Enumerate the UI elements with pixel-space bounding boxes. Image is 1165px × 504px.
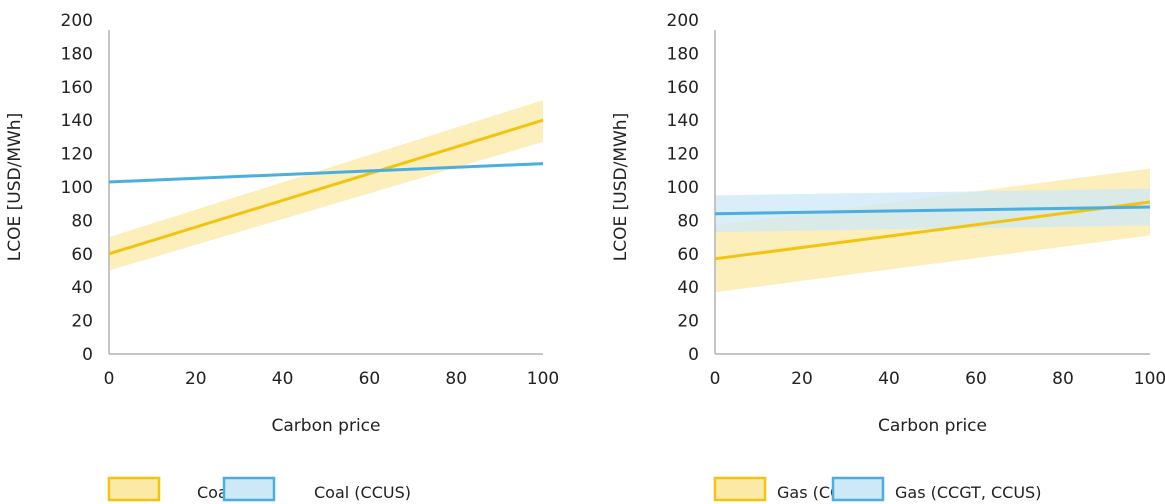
y-axis-title: LCOE [USD/MWh] — [5, 113, 25, 261]
legend-swatch-0 — [107, 476, 161, 502]
y-tick-label: 0 — [688, 345, 699, 365]
y-tick-label: 160 — [667, 78, 699, 98]
x-tick-label: 100 — [1134, 369, 1165, 389]
y-tick-label: 80 — [677, 211, 699, 231]
y-tick-label: 180 — [667, 44, 699, 64]
legend-swatch-1 — [831, 476, 885, 502]
y-tick-label: 180 — [61, 44, 93, 64]
x-tick-label: 40 — [272, 369, 294, 389]
y-tick-label: 80 — [71, 211, 93, 231]
legend-swatch-1 — [222, 476, 276, 502]
y-tick-label: 60 — [71, 245, 93, 265]
x-tick-label: 0 — [104, 369, 115, 389]
legend-label: Coal (CCUS) — [314, 483, 411, 502]
y-tick-label: 100 — [667, 178, 699, 198]
y-tick-label: 160 — [61, 78, 93, 98]
chart-panel-gas: 0 20 40 60 80 100 120 140 160 180 200 0 20 40 60 80 100 C… — [611, 11, 1165, 502]
series-line-1 — [714, 205, 1151, 216]
series-line-0 — [714, 200, 1151, 261]
x-tick-label: 60 — [965, 369, 987, 389]
y-tick-label: 120 — [61, 145, 93, 165]
y-tick-label: 20 — [677, 312, 699, 332]
chart-panel-coal: 0 20 40 60 80 100 120 140 160 180 200 0 20 40 60 80 100 C… — [5, 11, 559, 502]
x-tick-label: 100 — [527, 369, 559, 389]
y-tick-label: 120 — [667, 145, 699, 165]
x-axis-title: Carbon price — [878, 416, 987, 436]
x-tick-label: 40 — [878, 369, 900, 389]
y-tick-label: 20 — [71, 312, 93, 332]
series-line-1 — [108, 162, 544, 184]
y-tick-label: 140 — [667, 111, 699, 131]
y-tick-label: 100 — [61, 178, 93, 198]
x-tick-label: 20 — [791, 369, 813, 389]
y-tick-label: 0 — [82, 345, 93, 365]
y-tick-label: 60 — [677, 245, 699, 265]
x-tick-label: 80 — [1052, 369, 1074, 389]
legend-swatch-0 — [713, 476, 767, 502]
x-axis-title: Carbon price — [272, 416, 381, 436]
x-tick-label: 0 — [710, 369, 721, 389]
x-tick-label: 60 — [359, 369, 381, 389]
y-tick-label: 200 — [61, 11, 93, 31]
x-tick-label: 20 — [185, 369, 207, 389]
x-tick-label: 80 — [445, 369, 467, 389]
y-tick-label: 200 — [667, 11, 699, 31]
series-band-0 — [109, 100, 543, 271]
y-tick-label: 40 — [677, 278, 699, 298]
y-tick-label: 40 — [71, 278, 93, 298]
y-tick-label: 140 — [61, 111, 93, 131]
legend-label: Gas (CCGT, CCUS) — [895, 483, 1041, 502]
series-line-0 — [108, 118, 544, 256]
y-axis-title: LCOE [USD/MWh] — [611, 113, 631, 261]
